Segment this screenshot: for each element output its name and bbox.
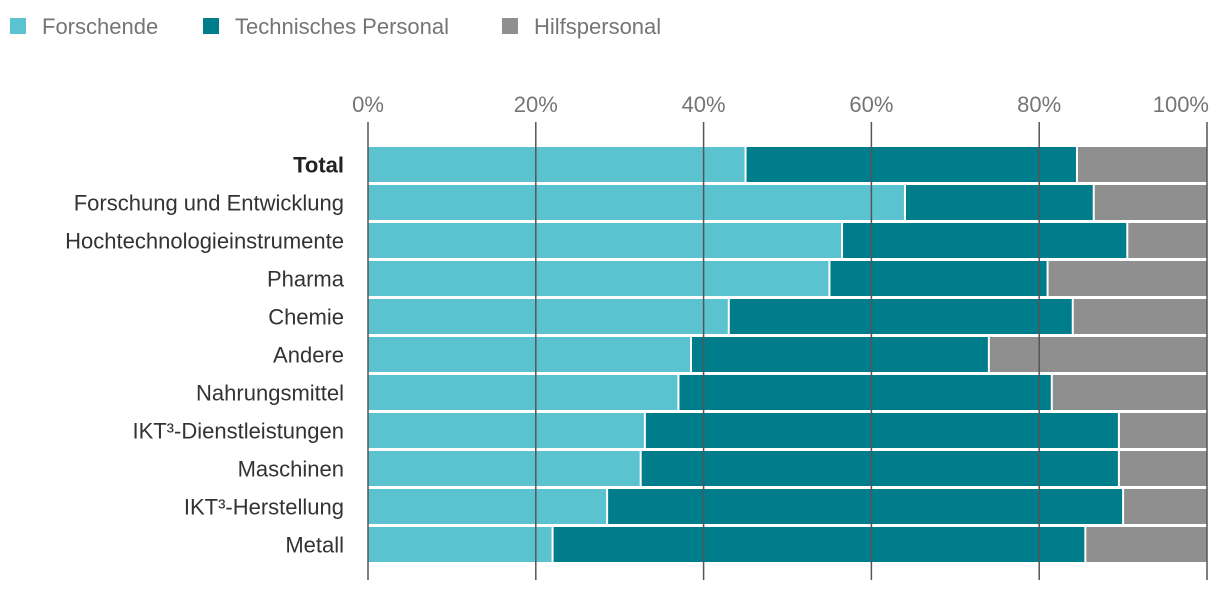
bar-total-technisches-personal bbox=[745, 147, 1077, 182]
bar-pharma-forschende bbox=[368, 261, 830, 296]
bar-forschung-und-entwicklung-technisches-personal bbox=[904, 185, 1094, 220]
tick-label-100: 100% bbox=[1153, 92, 1209, 117]
bars bbox=[368, 147, 1207, 562]
tick-label-80: 80% bbox=[1017, 92, 1061, 117]
legend-swatch-technisches-personal bbox=[203, 18, 219, 34]
bar-andere-hilfspersonal bbox=[988, 337, 1207, 372]
category-label-forschung-und-entwicklung: Forschung und Entwicklung bbox=[74, 191, 344, 216]
bar-ikt3-dienstleistungen-hilfspersonal bbox=[1118, 413, 1207, 448]
bar-andere-forschende bbox=[368, 337, 692, 372]
category-label-metall: Metall bbox=[285, 533, 344, 558]
tick-label-20: 20% bbox=[514, 92, 558, 117]
bar-maschinen-forschende bbox=[368, 451, 641, 486]
legend: Forschende Technisches Personal Hilfsperso… bbox=[10, 14, 661, 39]
bar-hochtechnologieinstrumente-hilfspersonal bbox=[1127, 223, 1207, 258]
category-label-pharma: Pharma bbox=[267, 267, 345, 292]
bar-andere-technisches-personal bbox=[691, 337, 989, 372]
bar-nahrungsmittel-technisches-personal bbox=[678, 375, 1052, 410]
bar-nahrungsmittel-forschende bbox=[368, 375, 679, 410]
bar-chemie-forschende bbox=[368, 299, 729, 334]
bar-ikt3-herstellung-technisches-personal bbox=[607, 489, 1124, 524]
legend-label-technisches-personal: Technisches Personal bbox=[235, 14, 449, 39]
tick-label-0: 0% bbox=[352, 92, 384, 117]
bar-maschinen-technisches-personal bbox=[640, 451, 1119, 486]
bar-hochtechnologieinstrumente-technisches-personal bbox=[842, 223, 1128, 258]
legend-label-hilfspersonal: Hilfspersonal bbox=[534, 14, 661, 39]
tick-label-60: 60% bbox=[849, 92, 893, 117]
category-label-chemie: Chemie bbox=[268, 305, 344, 330]
bar-nahrungsmittel-hilfspersonal bbox=[1051, 375, 1207, 410]
legend-label-forschende: Forschende bbox=[42, 14, 158, 39]
bar-ikt3-herstellung-hilfspersonal bbox=[1123, 489, 1207, 524]
legend-swatch-forschende bbox=[10, 18, 26, 34]
bar-ikt3-dienstleistungen-forschende bbox=[368, 413, 645, 448]
category-label-total: Total bbox=[293, 153, 344, 178]
bar-total-forschende bbox=[368, 147, 746, 182]
category-label-hochtechnologieinstrumente: Hochtechnologieinstrumente bbox=[65, 229, 344, 254]
gridlines bbox=[367, 122, 1208, 580]
category-label-ikt3-herstellung: IKT³-Herstellung bbox=[184, 495, 344, 520]
tick-label-40: 40% bbox=[682, 92, 726, 117]
bar-maschinen-hilfspersonal bbox=[1118, 451, 1207, 486]
bar-pharma-technisches-personal bbox=[829, 261, 1048, 296]
bar-metall-hilfspersonal bbox=[1085, 527, 1207, 562]
x-axis: 0% 20% 40% 60% 80% 100% bbox=[352, 92, 1209, 117]
legend-swatch-hilfspersonal bbox=[502, 18, 518, 34]
bar-forschung-und-entwicklung-hilfspersonal bbox=[1093, 185, 1207, 220]
bar-ikt3-dienstleistungen-technisches-personal bbox=[644, 413, 1119, 448]
category-label-ikt3-dienstleistungen: IKT³-Dienstleistungen bbox=[132, 419, 344, 444]
bar-metall-forschende bbox=[368, 527, 553, 562]
bar-pharma-hilfspersonal bbox=[1047, 261, 1207, 296]
bar-chemie-technisches-personal bbox=[728, 299, 1073, 334]
category-label-nahrungsmittel: Nahrungsmittel bbox=[196, 381, 344, 406]
bar-metall-technisches-personal bbox=[552, 527, 1086, 562]
bar-forschung-und-entwicklung-forschende bbox=[368, 185, 905, 220]
bar-hochtechnologieinstrumente-forschende bbox=[368, 223, 843, 258]
bar-total-hilfspersonal bbox=[1076, 147, 1207, 182]
category-label-andere: Andere bbox=[273, 343, 344, 368]
category-label-maschinen: Maschinen bbox=[238, 457, 344, 482]
bar-chemie-hilfspersonal bbox=[1072, 299, 1207, 334]
category-labels: Total Forschung und Entwicklung Hochtechno… bbox=[65, 153, 345, 558]
bar-ikt3-herstellung-forschende bbox=[368, 489, 608, 524]
